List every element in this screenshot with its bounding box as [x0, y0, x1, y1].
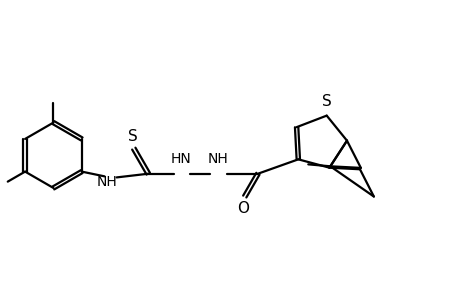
Text: NH: NH — [96, 175, 118, 189]
Text: S: S — [321, 94, 331, 109]
Text: S: S — [128, 129, 137, 144]
Text: HN: HN — [170, 152, 191, 166]
Text: O: O — [236, 201, 248, 216]
Text: NH: NH — [207, 152, 228, 166]
